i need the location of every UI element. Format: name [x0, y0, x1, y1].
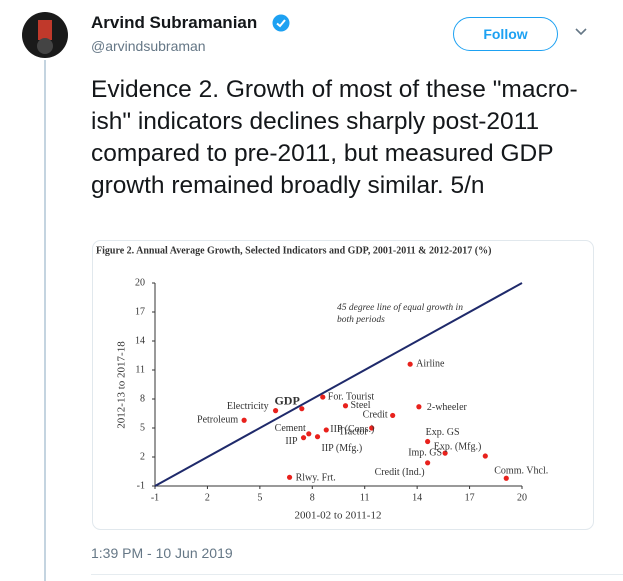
point [306, 431, 312, 437]
point-label: 2-wheeler [427, 402, 468, 413]
point [369, 425, 375, 431]
y-tick-label: 20 [135, 277, 145, 288]
y-tick-label: 2 [140, 451, 145, 462]
x-axis-label: 2001-02 to 2011-12 [295, 510, 382, 522]
point-label: Tractor [339, 426, 369, 437]
point [425, 460, 431, 466]
point [300, 435, 307, 441]
point [272, 408, 279, 414]
x-tick-label: 2 [205, 492, 210, 503]
point-label: GDP [274, 393, 299, 407]
user-handle[interactable]: @arvindsubraman [91, 38, 206, 54]
point-label: Credit (Ind.) [375, 467, 425, 478]
avatar[interactable] [22, 12, 68, 58]
chart[interactable]: Figure 2. Annual Average Growth, Selecte… [92, 240, 594, 530]
annotation: 45 degree line of equal growth in both pe… [337, 302, 463, 325]
equal-growth-line [154, 282, 523, 487]
user-name[interactable]: Arvind Subramanian [91, 13, 258, 32]
point [482, 453, 488, 459]
verified-badge [272, 14, 290, 32]
x-tick-label: 5 [257, 492, 262, 503]
x-tick-label: 8 [310, 492, 315, 503]
x-tick-label: 20 [517, 492, 527, 503]
point-label: Comm. Vhcl. [494, 466, 548, 477]
y-tick-label: 17 [135, 306, 145, 317]
point-label: IIP (Mfg.) [322, 443, 363, 454]
point-label: Credit [363, 410, 388, 421]
point-label: IIP [285, 436, 298, 447]
tweet-text: Evidence 2. Growth of most of these "mac… [91, 76, 578, 199]
x-tick-label: -1 [151, 492, 159, 503]
divider [91, 574, 623, 575]
timestamp[interactable]: 1:39 PM - 10 Jun 2019 [91, 545, 233, 561]
y-tick-label: 14 [135, 335, 145, 346]
point [442, 450, 448, 456]
point [286, 474, 293, 480]
point [416, 404, 422, 410]
y-tick-label: 5 [140, 422, 145, 433]
point-label: Imp. GS [408, 447, 442, 458]
annotation-line: 45 degree line of equal growth in [337, 302, 463, 313]
point [241, 417, 247, 423]
point-label: Exp. (Mfg.) [434, 441, 482, 452]
point-label: Electricity [227, 401, 269, 412]
more-chevron[interactable] [574, 27, 588, 37]
point-label: For. Tourist [328, 391, 375, 402]
timeline-rail [44, 60, 46, 581]
point [503, 475, 509, 481]
point [407, 361, 413, 367]
y-tick-label: -1 [137, 480, 145, 491]
point [342, 403, 349, 409]
point-label: Exp. GS [426, 427, 460, 438]
point [320, 394, 326, 400]
point [323, 427, 329, 433]
point-label: Steel [350, 400, 370, 411]
point-label: Petroleum [197, 415, 238, 426]
point-label: IIP (Cons.) [330, 424, 374, 435]
point [425, 438, 431, 445]
point-label: Airline [416, 358, 445, 369]
y-axis-label: 2012-13 to 2017-18 [116, 341, 128, 429]
x-tick-label: 11 [360, 492, 370, 503]
y-tick-label: 11 [135, 364, 145, 375]
follow-button[interactable]: Follow [453, 17, 558, 51]
chart-title: Figure 2. Annual Average Growth, Selecte… [96, 245, 491, 256]
annotation-line: both periods [337, 315, 385, 325]
point [299, 406, 305, 412]
point-label: Rlwy. Frt. [296, 473, 336, 484]
point-label: Cement [275, 423, 306, 434]
point [314, 434, 321, 440]
x-tick-label: 17 [465, 492, 475, 503]
y-tick-label: 8 [140, 393, 145, 404]
x-tick-label: 14 [412, 492, 422, 503]
point [390, 412, 396, 419]
